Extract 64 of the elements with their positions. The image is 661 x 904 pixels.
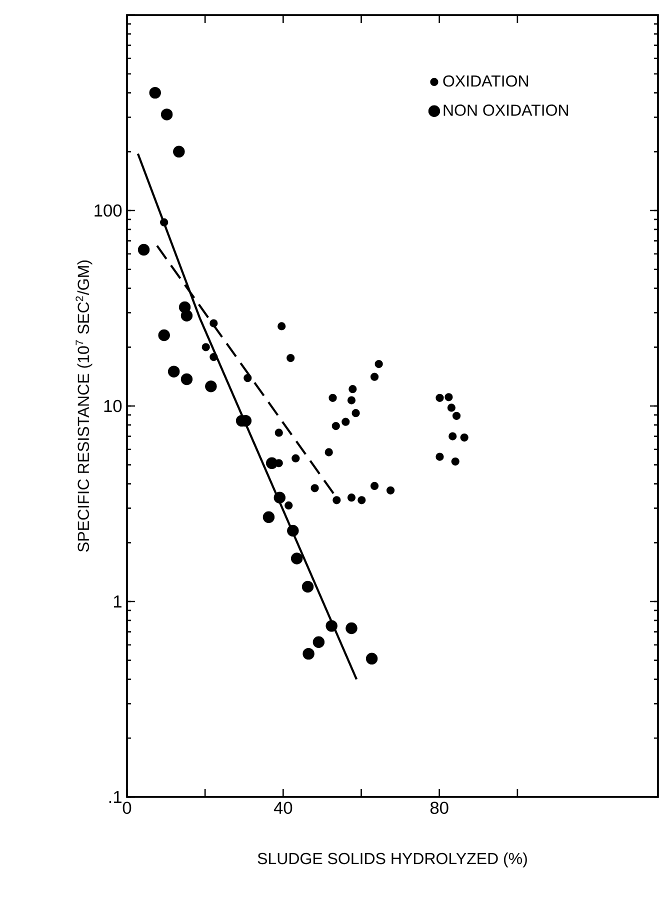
x-tick-label: 40 xyxy=(274,802,292,814)
legend-label: NON OXIDATION xyxy=(444,104,568,116)
point xyxy=(347,396,356,404)
point xyxy=(312,636,325,648)
point xyxy=(324,448,333,456)
point xyxy=(180,310,193,322)
y-axis-title: SPECIFIC RESISTANCE (10$^{7}$ SEC$^{2}$/GM) xyxy=(76,260,92,552)
point xyxy=(290,552,303,564)
point xyxy=(274,428,283,437)
point xyxy=(278,322,286,330)
x-axis-title: SLUDGE SOLIDS HYDROLYZED (%) xyxy=(258,852,527,868)
point xyxy=(366,652,378,665)
point xyxy=(160,218,168,226)
point xyxy=(310,484,319,492)
point xyxy=(436,452,444,461)
point xyxy=(328,394,337,402)
point xyxy=(352,409,360,418)
point xyxy=(287,524,299,537)
point xyxy=(149,86,161,99)
point xyxy=(358,496,366,504)
x-tick-label: 0 xyxy=(122,802,132,814)
point xyxy=(180,373,193,386)
point xyxy=(158,329,170,342)
point xyxy=(274,492,286,504)
point xyxy=(326,620,338,632)
point xyxy=(160,108,173,120)
point xyxy=(262,511,275,524)
point xyxy=(374,360,383,368)
point xyxy=(452,412,461,420)
point xyxy=(332,422,340,430)
point xyxy=(444,393,453,402)
y-tick-label: 1 xyxy=(114,596,122,608)
point xyxy=(138,244,150,256)
point xyxy=(447,404,456,412)
point xyxy=(332,496,341,504)
point xyxy=(460,433,468,442)
y-tick-label: 100 xyxy=(94,204,122,217)
point xyxy=(451,457,460,466)
point xyxy=(448,432,457,440)
point xyxy=(266,457,278,470)
point xyxy=(210,352,218,362)
x-tick-label: 80 xyxy=(430,802,448,814)
point xyxy=(168,366,180,378)
point xyxy=(244,374,252,382)
point xyxy=(205,380,217,392)
point xyxy=(292,454,300,462)
point xyxy=(284,501,293,510)
y-tick-label: 10 xyxy=(104,400,122,412)
point xyxy=(342,418,350,426)
legend-label: OXIDATION xyxy=(443,75,528,87)
y-tick-label: .1 xyxy=(109,791,122,803)
point xyxy=(302,580,314,593)
point xyxy=(173,146,185,158)
point xyxy=(346,622,358,634)
point xyxy=(210,319,218,328)
point xyxy=(436,394,444,402)
point xyxy=(202,343,210,352)
point xyxy=(370,372,379,381)
point xyxy=(370,482,379,490)
point xyxy=(386,486,395,494)
point xyxy=(347,494,356,502)
point xyxy=(302,648,314,660)
point xyxy=(348,385,357,394)
point xyxy=(286,354,295,362)
